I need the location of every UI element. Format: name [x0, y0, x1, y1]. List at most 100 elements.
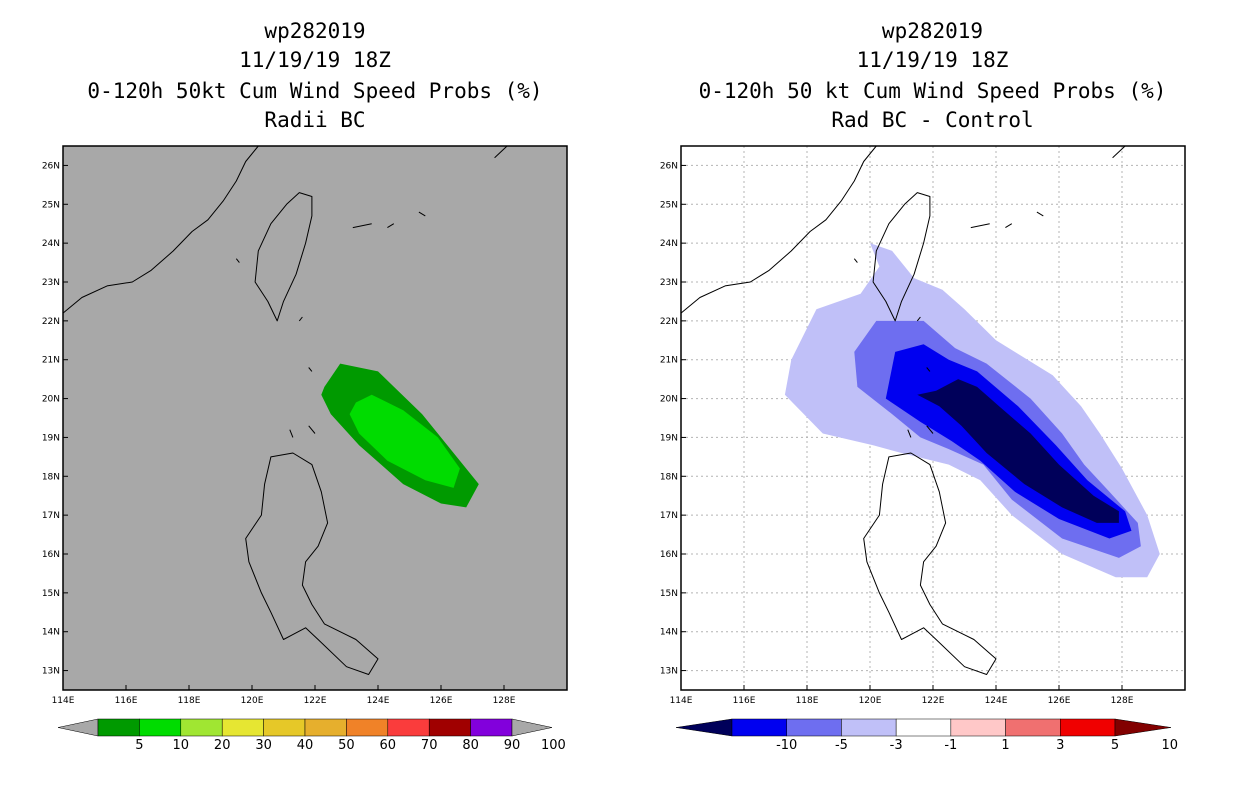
colorbar: 5 10 20 30 40 50 60 70 80 90 100	[57, 718, 566, 753]
y-tick-label: 16N	[660, 550, 678, 560]
coastline-island	[926, 367, 931, 372]
contour-band-2	[349, 394, 460, 488]
coastline-island	[1112, 145, 1126, 159]
y-tick-label: 19N	[660, 433, 678, 443]
coastlines	[680, 145, 1126, 675]
colorbar-swatch	[139, 718, 182, 737]
colorbar-label: 50	[338, 738, 355, 753]
y-tick-label: 26N	[660, 161, 678, 171]
x-tick-label: 118E	[178, 696, 201, 706]
coastline-island	[970, 223, 990, 229]
y-tick-label: 20N	[42, 395, 60, 405]
x-tick-label: 114E	[52, 696, 75, 706]
colorbar-swatch	[180, 718, 223, 737]
y-tick-label: 14N	[660, 628, 678, 638]
y-tick-label: 19N	[42, 433, 60, 443]
colorbar-label: 40	[297, 738, 314, 753]
colorbar-low-arrow	[57, 718, 99, 737]
colorbar-label: 5	[1111, 738, 1119, 753]
y-tick-label: 23N	[42, 278, 60, 288]
right-title-line-1: wp282019	[881, 19, 984, 43]
colorbar-swatch	[387, 718, 430, 737]
panel-radii-bc: 114E 116E 118E 120E 122E 124E 126E 128E 13N 14N 15…	[42, 145, 568, 753]
left-title-line-3: 0-120h 50kt Cum Wind Speed Probs (%)	[87, 79, 543, 103]
right-panel-title: wp282019 11/19/19 18Z 0-120h 50 kt Cum W…	[680, 17, 1185, 135]
right-title-line-3: 0-120h 50 kt Cum Wind Speed Probs (%)	[698, 79, 1167, 103]
y-tick-label: 21N	[42, 356, 60, 366]
y-tick-label: 20N	[660, 395, 678, 405]
coastline-island	[352, 223, 372, 229]
colorbar-swatch	[346, 718, 389, 737]
y-tick-label: 15N	[42, 589, 60, 599]
panel-rad-bc-minus-control: 114E 116E 118E 120E 122E 124E 126E 128E13N14N15…	[660, 145, 1186, 753]
colorbar-label: -5	[835, 738, 848, 753]
y-tick-label: 23N	[660, 278, 678, 288]
coastline-island	[418, 211, 426, 217]
colorbar-label: 3	[1056, 738, 1064, 753]
left-title-line-1: wp282019	[264, 19, 366, 43]
plot-background	[63, 146, 567, 690]
colorbar-label: 100	[541, 738, 566, 753]
colorbar-swatch	[304, 718, 347, 737]
coastline-taiwan	[872, 192, 931, 322]
x-tick-label: 122E	[922, 696, 945, 706]
colorbar-label: -1	[944, 738, 957, 753]
y-tick-label: 16N	[42, 550, 60, 560]
colorbar-swatch	[221, 718, 264, 737]
left-title-line-2: 11/19/19 18Z	[239, 48, 391, 72]
coastlines	[62, 145, 508, 675]
colorbar-label: 5	[135, 738, 143, 753]
y-tick-label: 25N	[42, 200, 60, 210]
coastline-island	[916, 316, 921, 322]
coastline-island	[1036, 211, 1044, 217]
colorbar-swatch	[1060, 718, 1116, 737]
colorbar-label: 80	[462, 738, 479, 753]
x-tick-label: 128E	[493, 696, 516, 706]
y-tick-label: 13N	[42, 667, 60, 677]
colorbar-label: 90	[504, 738, 521, 753]
coastline-island	[1005, 223, 1013, 229]
colorbar-label: 70	[421, 738, 438, 753]
x-tick-label: 118E	[796, 696, 819, 706]
y-tick-label: 17N	[660, 511, 678, 521]
colorbar-label: -3	[890, 738, 903, 753]
coastline-island	[926, 425, 934, 434]
coastline-luzon	[863, 452, 997, 675]
colorbar-label: -10	[776, 738, 797, 753]
coastline-taiwan	[254, 192, 313, 322]
left-panel-title: wp282019 11/19/19 18Z 0-120h 50kt Cum Wi…	[60, 17, 570, 135]
x-tick-label: 116E	[733, 696, 756, 706]
colorbar-label: 60	[380, 738, 397, 753]
coastline-island	[308, 425, 316, 434]
x-tick-label: 128E	[1111, 696, 1134, 706]
x-tick-label: 120E	[241, 696, 264, 706]
y-tick-label: 24N	[660, 239, 678, 249]
y-tick-label: 22N	[660, 317, 678, 327]
y-tick-label: 13N	[660, 667, 678, 677]
colorbar-swatch	[950, 718, 1006, 737]
colorbar-high-arrow	[1114, 718, 1172, 737]
colorbar-low-arrow	[675, 718, 733, 737]
y-tick-label: 14N	[42, 628, 60, 638]
y-tick-label: 15N	[660, 589, 678, 599]
y-tick-label: 25N	[660, 200, 678, 210]
y-tick-label: 18N	[660, 472, 678, 482]
coastline-island	[298, 316, 303, 322]
colorbar-high-arrow	[511, 718, 553, 737]
x-tick-label: 126E	[430, 696, 453, 706]
x-tick-label: 124E	[985, 696, 1008, 706]
x-tick-label: 122E	[304, 696, 327, 706]
colorbar-swatch	[263, 718, 306, 737]
y-tick-label: 22N	[42, 317, 60, 327]
x-tick-label: 114E	[670, 696, 693, 706]
x-tick-label: 126E	[1048, 696, 1071, 706]
colorbar-label: 10	[173, 738, 190, 753]
coastline-island	[387, 223, 395, 229]
contour-band-4	[917, 379, 1119, 523]
coastline-island	[494, 145, 508, 159]
y-tick-label: 18N	[42, 472, 60, 482]
coastline-island	[853, 258, 858, 263]
y-tick-label: 24N	[42, 239, 60, 249]
y-tick-label: 26N	[42, 161, 60, 171]
